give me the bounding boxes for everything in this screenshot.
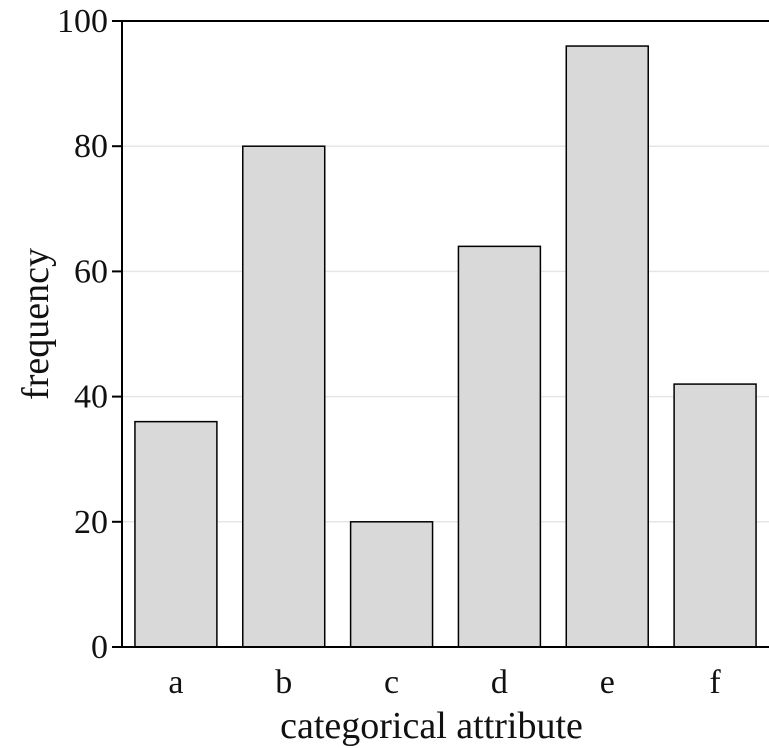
x-tick-label: d	[491, 664, 508, 701]
x-tick-label: c	[384, 664, 399, 701]
bar-b	[242, 145, 326, 648]
bar-c	[349, 521, 434, 648]
x-axis-label: categorical attribute	[280, 705, 583, 747]
axes	[112, 20, 769, 648]
x-tick-label: e	[600, 664, 615, 701]
y-tick-label: 40	[74, 379, 108, 416]
bar-e	[565, 45, 649, 648]
bars	[134, 45, 757, 648]
bar-a	[134, 420, 218, 648]
y-axis-label: frequency	[15, 248, 57, 400]
y-tick-label: 100	[57, 3, 108, 40]
y-tick-label: 20	[74, 504, 108, 541]
bar-f	[673, 383, 757, 648]
tick-labels: 0 20 40 60 80 100 a b c d e f	[57, 3, 721, 701]
x-tick-label: f	[709, 664, 721, 701]
grid-lines	[122, 145, 769, 523]
y-tick-label: 0	[91, 629, 108, 666]
x-tick-label: a	[168, 664, 183, 701]
y-tick-label: 80	[74, 128, 108, 165]
x-tick-label: b	[275, 664, 292, 701]
bar-d	[457, 245, 542, 648]
y-tick-label: 60	[74, 253, 108, 290]
